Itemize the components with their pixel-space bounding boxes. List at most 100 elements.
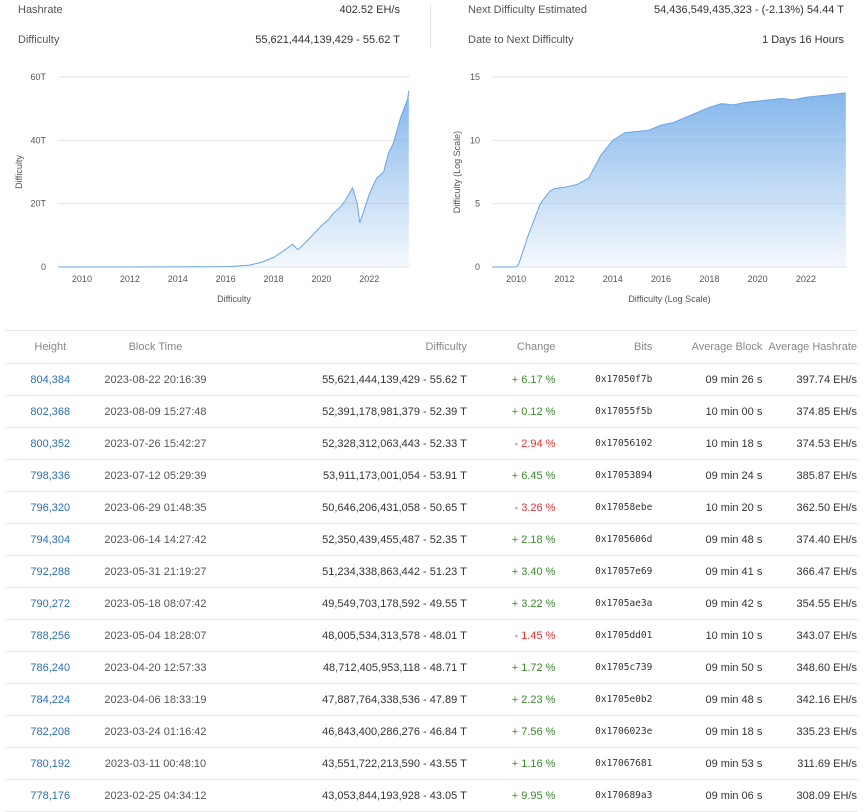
average-block-cell: 09 min 48 s [653, 523, 764, 556]
average-hashrate-cell: 348.60 EH/s [763, 651, 858, 684]
y-tick-label: 15 [470, 72, 480, 82]
change-cell: + 2.23 % [467, 683, 557, 716]
average-hashrate-cell: 354.55 EH/s [763, 587, 858, 620]
average-block-cell: 09 min 26 s [653, 363, 764, 396]
block-height-link[interactable]: 786,240 [5, 651, 96, 684]
change-cell: + 6.45 % [467, 459, 557, 492]
average-block-cell: 10 min 00 s [653, 395, 764, 428]
average-block-cell: 09 min 06 s [653, 779, 764, 812]
table-row: 802,368 2023-08-09 15:27:48 52,391,178,981… [5, 395, 858, 428]
block-height-link[interactable]: 784,224 [5, 683, 96, 716]
x-tick-label: 2010 [72, 274, 92, 284]
change-cell: - 2.94 % [467, 427, 557, 460]
average-hashrate-cell: 362.50 EH/s [763, 491, 858, 524]
block-time: 2023-02-25 04:34:12 [95, 779, 216, 812]
column-header: Change [467, 330, 557, 364]
bits-cell: 0x1705ae3a [556, 587, 654, 620]
block-height-link[interactable]: 802,368 [5, 395, 96, 428]
bits-cell: 0x17056102 [556, 427, 654, 460]
average-hashrate-cell: 335.23 EH/s [763, 715, 858, 748]
block-time: 2023-06-29 01:48:35 [95, 491, 216, 524]
series-line [492, 92, 846, 268]
average-hashrate-cell: 385.87 EH/s [763, 459, 858, 492]
block-height-link[interactable]: 788,256 [5, 619, 96, 652]
x-tick-label: 2012 [554, 274, 574, 284]
difficulty-cell: 55,621,444,139,429 - 55.62 T [215, 363, 468, 396]
block-height-link[interactable]: 798,336 [5, 459, 96, 492]
block-height-link[interactable]: 796,320 [5, 491, 96, 524]
average-block-cell: 10 min 10 s [653, 619, 764, 652]
divider [430, 4, 431, 48]
difficulty-stats: Hashrate 402.52 EH/s Difficulty 55,621,4… [0, 0, 868, 60]
series-line [58, 90, 410, 268]
x-tick-label: 2014 [168, 274, 188, 284]
block-time: 2023-05-31 21:19:27 [95, 555, 216, 588]
x-tick-label: 2016 [216, 274, 236, 284]
block-time: 2023-03-11 00:48:10 [95, 747, 216, 780]
average-hashrate-cell: 374.53 EH/s [763, 427, 858, 460]
date-next-value: 1 Days 16 Hours [762, 34, 844, 46]
bits-cell: 0x17057e69 [556, 555, 654, 588]
average-block-cell: 09 min 41 s [653, 555, 764, 588]
change-cell: + 1.16 % [467, 747, 557, 780]
change-cell: - 3.26 % [467, 491, 557, 524]
average-hashrate-cell: 374.40 EH/s [763, 523, 858, 556]
block-height-link[interactable]: 780,192 [5, 747, 96, 780]
x-tick-label: 2022 [359, 274, 379, 284]
hashrate-label: Hashrate [18, 4, 63, 16]
average-hashrate-cell: 343.07 EH/s [763, 619, 858, 652]
column-header: Height [5, 330, 96, 364]
block-height-link[interactable]: 790,272 [5, 587, 96, 620]
block-height-link[interactable]: 794,304 [5, 523, 96, 556]
block-time: 2023-05-04 18:28:07 [95, 619, 216, 652]
difficulty-value: 55,621,444,139,429 - 55.62 T [255, 34, 400, 46]
table-row: 792,288 2023-05-31 21:19:27 51,234,338,863… [5, 555, 858, 588]
column-header: Average Hashrate [763, 330, 858, 364]
table-row: 798,336 2023-07-12 05:29:39 53,911,173,001… [5, 459, 858, 492]
table-row: 786,240 2023-04-20 12:57:33 48,712,405,953… [5, 651, 858, 684]
bits-cell: 0x1705dd01 [556, 619, 654, 652]
y-axis-label: Difficulty (Log Scale) [452, 131, 462, 213]
difficulty-table: Height Block Time Difficulty Change Bits Aver… [5, 330, 858, 812]
x-tick-label: 2020 [748, 274, 768, 284]
average-hashrate-cell: 311.69 EH/s [763, 747, 858, 780]
y-tick-label: 20T [30, 199, 46, 209]
y-axis-label: Difficulty [14, 155, 24, 189]
change-cell: + 7.56 % [467, 715, 557, 748]
block-time: 2023-05-18 08:07:42 [95, 587, 216, 620]
difficulty-cell: 51,234,338,863,442 - 51.23 T [215, 555, 468, 588]
x-tick-label: 2018 [699, 274, 719, 284]
average-block-cell: 10 min 20 s [653, 491, 764, 524]
block-time: 2023-08-22 20:16:39 [95, 363, 216, 396]
table-row: 796,320 2023-06-29 01:48:35 50,646,206,431… [5, 491, 858, 524]
block-height-link[interactable]: 778,176 [5, 779, 96, 812]
table-row: 782,208 2023-03-24 01:16:42 46,843,400,286… [5, 715, 858, 748]
bits-cell: 0x17050f7b [556, 363, 654, 396]
block-time: 2023-03-24 01:16:42 [95, 715, 216, 748]
bits-cell: 0x1705e0b2 [556, 683, 654, 716]
x-tick-label: 2020 [311, 274, 331, 284]
bits-cell: 0x1705606d [556, 523, 654, 556]
x-tick-label: 2012 [120, 274, 140, 284]
x-tick-label: 2016 [651, 274, 671, 284]
area-fill [58, 90, 409, 267]
difficulty-cell: 52,328,312,063,443 - 52.33 T [215, 427, 468, 460]
block-height-link[interactable]: 792,288 [5, 555, 96, 588]
difficulty-cell: 49,549,703,178,592 - 49.55 T [215, 587, 468, 620]
date-next-label: Date to Next Difficulty [468, 34, 574, 46]
average-block-cell: 09 min 50 s [653, 651, 764, 684]
average-block-cell: 09 min 48 s [653, 683, 764, 716]
next-difficulty-label: Next Difficulty Estimated [468, 4, 588, 16]
block-time: 2023-08-09 15:27:48 [95, 395, 216, 428]
block-height-link[interactable]: 800,352 [5, 427, 96, 460]
block-height-link[interactable]: 782,208 [5, 715, 96, 748]
y-tick-label: 0 [475, 262, 480, 272]
difficulty-cell: 43,551,722,213,590 - 43.55 T [215, 747, 468, 780]
change-cell: + 6.17 % [467, 363, 557, 396]
block-time: 2023-06-14 14:27:42 [95, 523, 216, 556]
table-row: 794,304 2023-06-14 14:27:42 52,350,439,455… [5, 523, 858, 556]
block-height-link[interactable]: 804,384 [5, 363, 96, 396]
y-tick-label: 60T [30, 72, 46, 82]
bits-cell: 0x1706023e [556, 715, 654, 748]
change-cell: + 3.22 % [467, 587, 557, 620]
